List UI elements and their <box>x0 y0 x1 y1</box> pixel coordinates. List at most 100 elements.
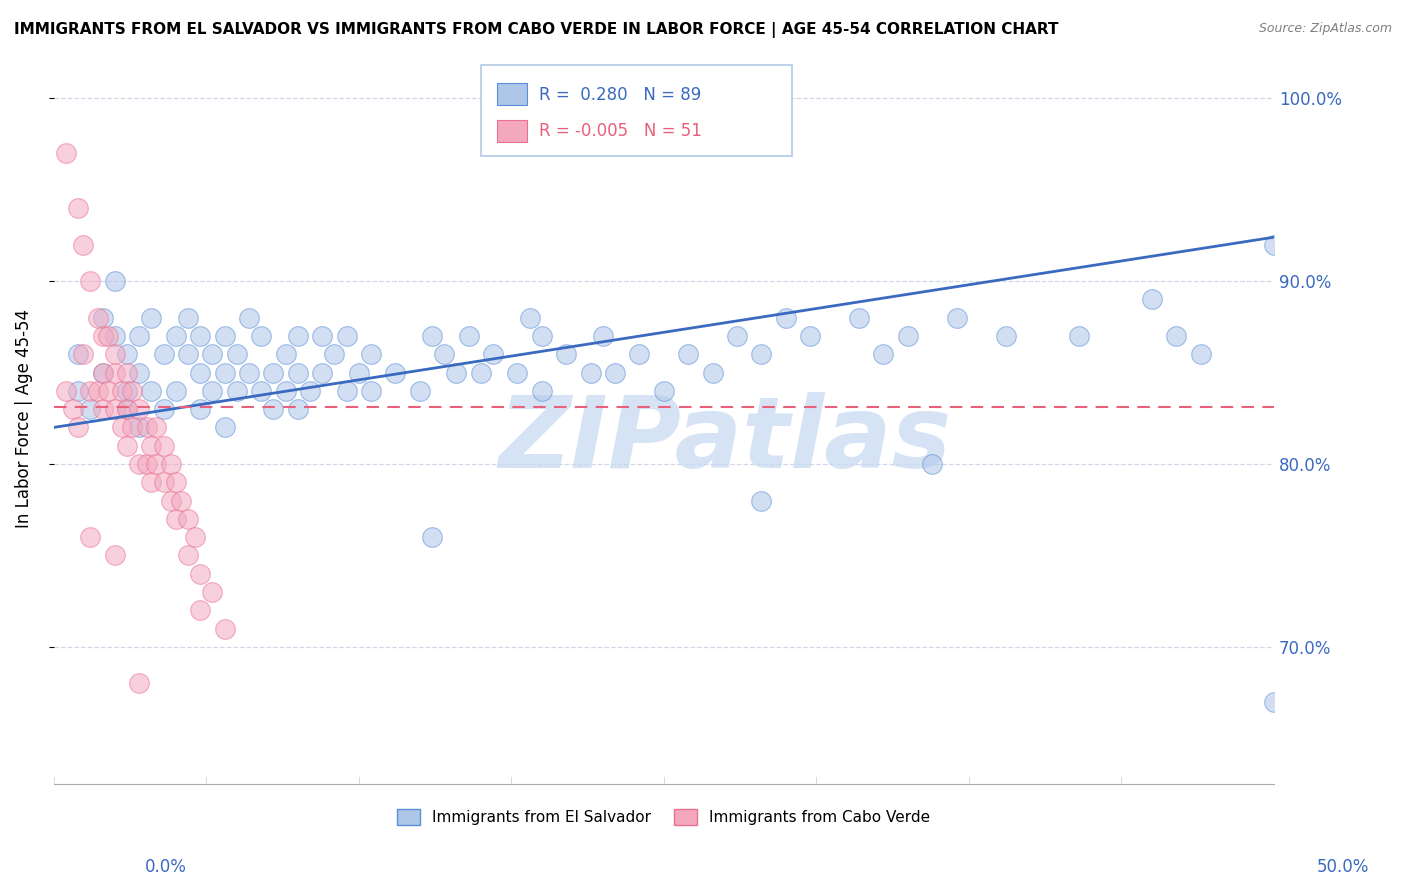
Point <box>214 366 236 380</box>
Text: IMMIGRANTS FROM EL SALVADOR VS IMMIGRANTS FROM CABO VERDE IN LABOR FORCE | AGE 4: IMMIGRANTS FROM EL SALVADOR VS IMMIGRANT… <box>14 22 1059 38</box>
Point <box>409 384 432 398</box>
Point <box>678 347 700 361</box>
Point <box>420 329 443 343</box>
Point <box>165 329 187 343</box>
Point <box>506 366 529 380</box>
Point <box>579 366 602 380</box>
Point <box>96 384 118 398</box>
Point <box>152 402 174 417</box>
Point <box>311 329 333 343</box>
Point <box>91 329 114 343</box>
Point <box>201 384 224 398</box>
Point <box>1189 347 1212 361</box>
Point <box>145 457 167 471</box>
Point <box>67 420 90 434</box>
Point <box>201 347 224 361</box>
Point <box>152 347 174 361</box>
Point <box>135 420 157 434</box>
Point <box>994 329 1017 343</box>
FancyBboxPatch shape <box>481 65 792 156</box>
Point <box>111 384 134 398</box>
Legend: Immigrants from El Salvador, Immigrants from Cabo Verde: Immigrants from El Salvador, Immigrants … <box>391 803 936 831</box>
Point <box>115 366 138 380</box>
Point <box>250 329 273 343</box>
Point <box>1263 695 1285 709</box>
Point <box>287 366 309 380</box>
Point <box>299 384 322 398</box>
Point <box>104 347 127 361</box>
Point <box>165 475 187 490</box>
Point <box>91 366 114 380</box>
Point <box>530 384 553 398</box>
Point <box>104 549 127 563</box>
Point <box>262 402 284 417</box>
Point <box>1067 329 1090 343</box>
Point <box>79 530 101 544</box>
Point <box>141 310 163 325</box>
Point <box>921 457 943 471</box>
Point <box>160 493 183 508</box>
Point <box>347 366 370 380</box>
Point <box>128 329 150 343</box>
Point <box>91 402 114 417</box>
Point <box>67 201 90 215</box>
Point <box>872 347 894 361</box>
Point <box>188 603 211 617</box>
Point <box>188 566 211 581</box>
Point <box>420 530 443 544</box>
Point <box>104 329 127 343</box>
Point <box>457 329 479 343</box>
Point <box>121 420 143 434</box>
Point <box>1263 237 1285 252</box>
Point <box>238 366 260 380</box>
Point <box>96 329 118 343</box>
Point <box>274 347 297 361</box>
Point <box>287 402 309 417</box>
Text: 0.0%: 0.0% <box>145 858 187 876</box>
Text: ZIPatlas: ZIPatlas <box>498 392 952 489</box>
Point <box>128 366 150 380</box>
Point <box>702 366 724 380</box>
Point <box>128 420 150 434</box>
Point <box>170 493 193 508</box>
Point <box>775 310 797 325</box>
Point <box>188 366 211 380</box>
Point <box>128 676 150 690</box>
FancyBboxPatch shape <box>496 120 527 142</box>
Point <box>115 384 138 398</box>
Point <box>145 420 167 434</box>
Point <box>184 530 207 544</box>
Point <box>67 347 90 361</box>
Point <box>751 347 773 361</box>
Point <box>87 310 110 325</box>
Point <box>225 347 247 361</box>
Point <box>323 347 346 361</box>
Point <box>121 384 143 398</box>
Point <box>177 512 200 526</box>
Text: 50.0%: 50.0% <box>1316 858 1369 876</box>
Point <box>384 366 406 380</box>
Point <box>115 402 138 417</box>
Point <box>336 329 359 343</box>
Point <box>91 366 114 380</box>
Point <box>214 420 236 434</box>
Point <box>55 146 77 161</box>
Point <box>238 310 260 325</box>
Point <box>725 329 748 343</box>
Point <box>530 329 553 343</box>
Point <box>201 585 224 599</box>
Point <box>115 347 138 361</box>
Point <box>160 457 183 471</box>
Point <box>128 457 150 471</box>
Point <box>360 347 382 361</box>
Point <box>250 384 273 398</box>
Point <box>128 402 150 417</box>
Point <box>751 493 773 508</box>
Point <box>141 475 163 490</box>
Point <box>214 622 236 636</box>
Point <box>62 402 84 417</box>
Point <box>177 549 200 563</box>
Point <box>55 384 77 398</box>
Point <box>72 347 94 361</box>
Point <box>336 384 359 398</box>
